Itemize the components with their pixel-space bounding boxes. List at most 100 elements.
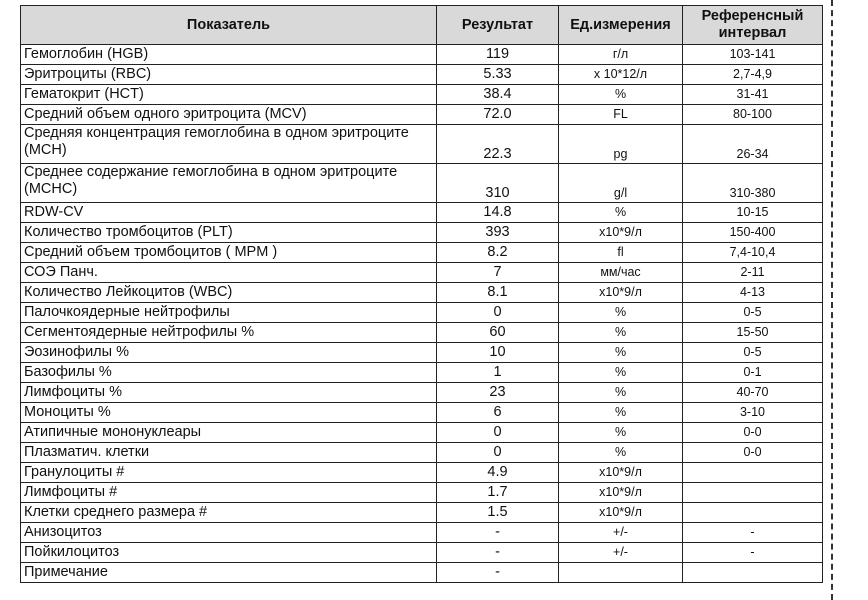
result-value: 1.7 bbox=[436, 482, 559, 503]
table-row: Средняя концентрация гемоглобина в одном… bbox=[20, 124, 823, 164]
indicator-name: Гранулоциты # bbox=[20, 462, 437, 483]
unit: x10*9/л bbox=[558, 482, 683, 503]
indicator-name: СОЭ Панч. bbox=[20, 262, 437, 283]
indicator-name: Эритроциты (RBC) bbox=[20, 64, 437, 85]
reference-range: 7,4-10,4 bbox=[682, 242, 823, 263]
indicator-name: Атипичные мононуклеары bbox=[20, 422, 437, 443]
unit: % bbox=[558, 84, 683, 105]
reference-range: 26-34 bbox=[682, 124, 823, 164]
table-row: Количество Лейкоцитов (WBC) 8.1 x10*9/л 4-1… bbox=[20, 282, 823, 303]
unit: % bbox=[558, 422, 683, 443]
indicator-name: Среднее содержание гемоглобина в одном э… bbox=[20, 163, 437, 203]
reference-range: 2,7-4,9 bbox=[682, 64, 823, 85]
table-row: Палочкоядерные нейтрофилы 0% 0-5 bbox=[20, 302, 823, 323]
reference-range: 4-13 bbox=[682, 282, 823, 303]
reference-range bbox=[682, 502, 823, 523]
unit: г/л bbox=[558, 44, 683, 65]
result-value: 23 bbox=[436, 382, 559, 403]
result-value: 310 bbox=[436, 163, 559, 203]
table-row: Гематокрит (HCT) 38.4% 31-41 bbox=[20, 84, 823, 105]
reference-range: 10-15 bbox=[682, 202, 823, 223]
table-row: Клетки среднего размера #1.5 x10*9/л bbox=[20, 502, 823, 523]
unit: +/- bbox=[558, 542, 683, 563]
result-value: 0 bbox=[436, 442, 559, 463]
table-row: СОЭ Панч. 7 мм/час 2-11 bbox=[20, 262, 823, 283]
table-row: Средний объем тромбоцитов ( MPM ) 8.2 fl 7,… bbox=[20, 242, 823, 263]
unit: % bbox=[558, 342, 683, 363]
header-reference: Референсный интервал bbox=[682, 5, 823, 45]
indicator-name: Анизоцитоз bbox=[20, 522, 437, 543]
table-row: Атипичные мононуклеары 0% 0-0 bbox=[20, 422, 823, 443]
result-value: - bbox=[436, 542, 559, 563]
result-value: 119 bbox=[436, 44, 559, 65]
reference-range: 0-0 bbox=[682, 442, 823, 463]
unit: % bbox=[558, 202, 683, 223]
result-value: - bbox=[436, 522, 559, 543]
reference-range: 2-11 bbox=[682, 262, 823, 283]
result-value: 6 bbox=[436, 402, 559, 423]
lab-results-table: Показатель Результат Ед.измерения Рефере… bbox=[20, 5, 823, 583]
result-value: 4.9 bbox=[436, 462, 559, 483]
unit: мм/час bbox=[558, 262, 683, 283]
result-value: 72.0 bbox=[436, 104, 559, 125]
result-value: 60 bbox=[436, 322, 559, 343]
table-row: Анизоцитоз - +/- - bbox=[20, 522, 823, 543]
reference-range: 40-70 bbox=[682, 382, 823, 403]
unit: x10*9/л bbox=[558, 282, 683, 303]
reference-range: 150-400 bbox=[682, 222, 823, 243]
table-row: Гранулоциты #4.9 x10*9/л bbox=[20, 462, 823, 483]
table-row: Среднее содержание гемоглобина в одном э… bbox=[20, 163, 823, 203]
indicator-name: Базофилы % bbox=[20, 362, 437, 383]
result-value: 0 bbox=[436, 302, 559, 323]
reference-range: - bbox=[682, 542, 823, 563]
indicator-name: Плазматич. клетки bbox=[20, 442, 437, 463]
result-value: 8.2 bbox=[436, 242, 559, 263]
reference-range: 80-100 bbox=[682, 104, 823, 125]
unit: x10*9/л bbox=[558, 222, 683, 243]
unit: FL bbox=[558, 104, 683, 125]
table-row: RDW-CV 14.8% 10-15 bbox=[20, 202, 823, 223]
table-row: Гемоглобин (HGB) 119 г/л 103-141 bbox=[20, 44, 823, 65]
unit: pg bbox=[558, 124, 683, 164]
reference-range bbox=[682, 462, 823, 483]
table-row: Плазматич. клетки 0% 0-0 bbox=[20, 442, 823, 463]
table-row: Лимфоциты #1.7 x10*9/л bbox=[20, 482, 823, 503]
result-value: 10 bbox=[436, 342, 559, 363]
reference-range bbox=[682, 482, 823, 503]
table-row: Моноциты % 6% 3-10 bbox=[20, 402, 823, 423]
reference-range: 0-0 bbox=[682, 422, 823, 443]
result-value: 7 bbox=[436, 262, 559, 283]
indicator-name: Примечание bbox=[20, 562, 437, 583]
indicator-name: Палочкоядерные нейтрофилы bbox=[20, 302, 437, 323]
reference-range: 0-5 bbox=[682, 342, 823, 363]
unit: g/l bbox=[558, 163, 683, 203]
indicator-name: Лимфоциты # bbox=[20, 482, 437, 503]
unit bbox=[558, 562, 683, 583]
result-value: 0 bbox=[436, 422, 559, 443]
reference-range: 31-41 bbox=[682, 84, 823, 105]
header-unit: Ед.измерения bbox=[558, 5, 683, 45]
unit: x 10*12/л bbox=[558, 64, 683, 85]
reference-range bbox=[682, 562, 823, 583]
result-value: 22.3 bbox=[436, 124, 559, 164]
reference-range: 103-141 bbox=[682, 44, 823, 65]
unit: +/- bbox=[558, 522, 683, 543]
unit: fl bbox=[558, 242, 683, 263]
reference-range: 0-1 bbox=[682, 362, 823, 383]
result-value: 14.8 bbox=[436, 202, 559, 223]
table-row: Базофилы % 1% 0-1 bbox=[20, 362, 823, 383]
indicator-name: Средний объем одного эритроцита (MCV) bbox=[20, 104, 437, 125]
table-row: Лимфоциты % 23% 40-70 bbox=[20, 382, 823, 403]
indicator-name: Гематокрит (HCT) bbox=[20, 84, 437, 105]
reference-range: 3-10 bbox=[682, 402, 823, 423]
indicator-name: Эозинофилы % bbox=[20, 342, 437, 363]
unit: x10*9/л bbox=[558, 462, 683, 483]
reference-range: 310-380 bbox=[682, 163, 823, 203]
result-value: 8.1 bbox=[436, 282, 559, 303]
table-row: Количество тромбоцитов (PLT) 393 x10*9/л 15… bbox=[20, 222, 823, 243]
table-row: Эозинофилы % 10% 0-5 bbox=[20, 342, 823, 363]
unit: % bbox=[558, 382, 683, 403]
indicator-name: Средняя концентрация гемоглобина в одном… bbox=[20, 124, 437, 164]
indicator-name: Пойкилоцитоз bbox=[20, 542, 437, 563]
reference-range: 15-50 bbox=[682, 322, 823, 343]
